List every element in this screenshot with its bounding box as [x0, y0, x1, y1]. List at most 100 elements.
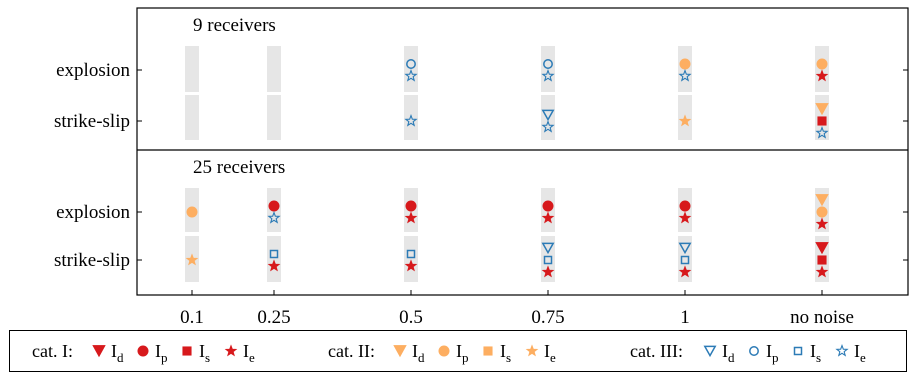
- legend-entry-label: Ip: [766, 341, 779, 365]
- marker-cat-III-e: [267, 211, 281, 224]
- marker-cat-I-p: [542, 200, 554, 212]
- x-tick-label: 0.1: [180, 307, 204, 328]
- scatter-chart: 0.1 0.25 0.5 0.75 1 no noise 9 receivers explos…: [54, 7, 909, 328]
- x-tick-label: 0.75: [531, 307, 564, 328]
- legend-entry-subscript: s: [506, 350, 511, 365]
- legend-entry-base: I: [243, 341, 249, 361]
- marker-cat-III-e: [815, 126, 829, 139]
- marker-cat-I-e: [815, 217, 829, 230]
- legend-entry-label: Ip: [456, 341, 469, 365]
- marker-cat-I-p: [268, 200, 280, 212]
- legend-entry-label: Is: [199, 341, 210, 365]
- cell-band: [404, 46, 418, 92]
- legend-entry-subscript: s: [816, 350, 821, 365]
- legend-entry-base: I: [155, 341, 161, 361]
- row-label: explosion: [56, 60, 130, 81]
- marker-cat-I-e: [404, 259, 418, 272]
- legend-entry-subscript: s: [205, 350, 210, 365]
- legend-entry-base: I: [544, 341, 550, 361]
- marker-cat-I-p: [679, 200, 691, 212]
- row-label: explosion: [56, 202, 130, 223]
- marker-cat-I-e: [267, 259, 281, 272]
- legend-marker-III-d: [703, 345, 717, 358]
- marker-cat-III-d: [678, 242, 692, 255]
- marker-cat-III-d: [541, 242, 555, 255]
- marker-cat-II-d: [815, 103, 829, 116]
- legend-entry-subscript: e: [550, 350, 556, 365]
- panel-title: 9 receivers: [193, 15, 276, 36]
- marker-cat-III-e: [541, 69, 555, 82]
- legend-entry-subscript: e: [860, 350, 866, 365]
- marker-cat-III-s: [680, 255, 690, 265]
- cell-band: [541, 95, 555, 140]
- legend-entry-label: Is: [500, 341, 511, 365]
- marker-cat-II-e: [185, 253, 199, 266]
- marker-cat-I-s: [817, 116, 827, 126]
- panel-title: 25 receivers: [193, 157, 285, 178]
- marker-cat-I-p: [405, 200, 417, 212]
- legend-entry-label: Is: [810, 341, 821, 365]
- legend-marker-III-e: [835, 344, 849, 357]
- marker-cat-II-p: [186, 206, 198, 218]
- row-label: strike-slip: [54, 250, 130, 271]
- legend: cat. I: Id Ip Is Ie cat. II: Id Ip Is Ie cat. III:…: [9, 330, 907, 372]
- marker-cat-II-p: [816, 206, 828, 218]
- legend-entry-subscript: p: [772, 350, 779, 365]
- marker-cat-III-p: [543, 59, 553, 69]
- marker-cat-II-p: [679, 58, 691, 70]
- marker-cat-III-s: [543, 255, 553, 265]
- legend-marker-II-e: [525, 344, 539, 357]
- legend-entry-label: Ie: [243, 341, 255, 365]
- marker-cat-II-p: [816, 58, 828, 70]
- legend-entry-base: I: [456, 341, 462, 361]
- cell-band: [185, 95, 199, 140]
- legend-entry-label: Id: [722, 341, 735, 365]
- legend-marker-I-s: [182, 346, 192, 356]
- marker-cat-III-e: [404, 69, 418, 82]
- plot-frame: [136, 7, 909, 296]
- legend-entry-label: Ip: [155, 341, 168, 365]
- x-tick-label: no noise: [790, 307, 854, 328]
- legend-entry-label: Id: [111, 341, 124, 365]
- legend-entry-base: I: [412, 341, 418, 361]
- legend-marker-III-p: [749, 346, 759, 356]
- marker-cat-I-e: [404, 211, 418, 224]
- cell-band: [541, 46, 555, 92]
- legend-entry-subscript: d: [728, 350, 735, 365]
- cell-band: [185, 46, 199, 92]
- marker-cat-III-p: [406, 59, 416, 69]
- legend-category-label: cat. I:: [32, 341, 73, 361]
- marker-cat-III-e: [404, 114, 418, 127]
- legend-entry-subscript: p: [161, 350, 168, 365]
- marker-cat-I-e: [541, 265, 555, 278]
- legend-entry-subscript: d: [418, 350, 425, 365]
- marker-cat-I-d: [815, 242, 829, 255]
- legend-entry-base: I: [810, 341, 816, 361]
- legend-entry-base: I: [500, 341, 506, 361]
- marker-cat-II-e: [678, 114, 692, 127]
- legend-entry-base: I: [111, 341, 117, 361]
- marker-cat-III-s: [269, 249, 279, 259]
- legend-svg: cat. I: Id Ip Is Ie cat. II: Id Ip Is Ie cat. III:…: [32, 341, 866, 365]
- legend-marker-II-d: [393, 345, 407, 358]
- legend-marker-II-s: [483, 346, 493, 356]
- legend-entry-label: Ie: [544, 341, 556, 365]
- marker-cat-III-e: [541, 120, 555, 133]
- cell-band: [404, 236, 418, 282]
- marker-cat-I-e: [815, 69, 829, 82]
- legend-entry-subscript: e: [249, 350, 255, 365]
- legend-entry-label: Id: [412, 341, 425, 365]
- legend-category-label: cat. II:: [328, 341, 375, 361]
- marker-cat-I-e: [815, 265, 829, 278]
- legend-entry-base: I: [722, 341, 728, 361]
- cell-band: [404, 95, 418, 140]
- legend-marker-III-s: [793, 346, 803, 356]
- cell-band: [267, 46, 281, 92]
- row-label: strike-slip: [54, 111, 130, 132]
- x-tick-label: 0.25: [257, 307, 290, 328]
- marker-cat-I-e: [678, 211, 692, 224]
- legend-entry-label: Ie: [854, 341, 866, 365]
- legend-entry-base: I: [854, 341, 860, 361]
- x-tick-label: 1: [680, 307, 690, 328]
- legend-category-label: cat. III:: [630, 341, 683, 361]
